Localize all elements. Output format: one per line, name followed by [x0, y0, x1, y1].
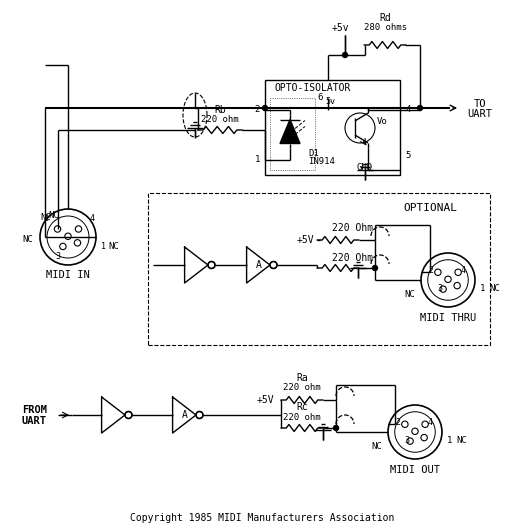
- Text: MIDI THRU: MIDI THRU: [420, 313, 476, 323]
- Text: Rd: Rd: [379, 13, 391, 23]
- Text: NC: NC: [108, 242, 119, 251]
- Text: UART: UART: [22, 416, 47, 426]
- Text: NC: NC: [372, 442, 383, 451]
- Text: 280 ohms: 280 ohms: [364, 24, 407, 33]
- Text: Vo: Vo: [377, 118, 387, 127]
- Text: UART: UART: [467, 109, 493, 119]
- Text: 1: 1: [255, 156, 260, 165]
- Text: GND: GND: [357, 163, 373, 172]
- Text: 4: 4: [461, 266, 466, 275]
- Text: 220 Ohm: 220 Ohm: [332, 223, 374, 233]
- Text: 1: 1: [447, 436, 452, 445]
- Text: NC: NC: [49, 212, 59, 221]
- Text: TO: TO: [474, 99, 486, 109]
- Text: 4: 4: [405, 106, 410, 115]
- Text: 6: 6: [318, 93, 323, 102]
- Text: D1: D1: [308, 148, 319, 157]
- Text: 5: 5: [405, 150, 410, 159]
- Bar: [265, 80, 400, 175]
- Text: 2: 2: [396, 418, 400, 427]
- Text: +5V: +5V: [256, 395, 274, 405]
- Text: NC: NC: [405, 290, 416, 299]
- Text: 3: 3: [405, 436, 409, 445]
- Text: A: A: [181, 410, 187, 420]
- Text: OPTIONAL: OPTIONAL: [403, 203, 457, 213]
- Circle shape: [208, 261, 215, 269]
- Text: 220 ohm: 220 ohm: [283, 383, 321, 392]
- Text: FROM: FROM: [22, 405, 47, 415]
- Text: OPTO-ISOLATOR: OPTO-ISOLATOR: [274, 83, 351, 93]
- Text: NC: NC: [41, 213, 51, 222]
- Text: 3: 3: [438, 284, 442, 293]
- Text: 220 ohm: 220 ohm: [283, 412, 321, 421]
- Circle shape: [263, 106, 267, 110]
- Text: IN914: IN914: [308, 157, 335, 166]
- Bar: [270, 98, 315, 170]
- Text: 1: 1: [101, 242, 106, 251]
- Text: Rc: Rc: [296, 402, 308, 412]
- Circle shape: [373, 266, 377, 270]
- Text: NC: NC: [22, 235, 33, 244]
- Circle shape: [125, 411, 132, 419]
- Text: +5v: +5v: [331, 23, 349, 33]
- Text: 4: 4: [89, 214, 94, 223]
- Text: 220 Ohm: 220 Ohm: [332, 253, 374, 263]
- Circle shape: [196, 411, 203, 419]
- Text: MIDI IN: MIDI IN: [46, 270, 90, 280]
- Text: 3: 3: [56, 252, 61, 261]
- Text: 5v: 5v: [325, 98, 335, 107]
- Text: 2: 2: [255, 106, 260, 115]
- Text: Rb: Rb: [214, 105, 226, 115]
- Circle shape: [270, 261, 277, 269]
- Circle shape: [418, 106, 422, 110]
- Text: 1: 1: [480, 284, 485, 293]
- Text: NC: NC: [489, 284, 500, 293]
- Circle shape: [333, 426, 339, 430]
- Text: Ra: Ra: [296, 373, 308, 383]
- Bar: [148, 193, 490, 345]
- Text: 2: 2: [43, 214, 49, 223]
- Circle shape: [343, 52, 347, 58]
- Text: MIDI OUT: MIDI OUT: [390, 465, 440, 475]
- Text: A: A: [255, 260, 261, 270]
- Text: NC: NC: [456, 436, 467, 445]
- Text: 220 ohm: 220 ohm: [201, 116, 239, 125]
- Text: 2: 2: [429, 266, 433, 275]
- Polygon shape: [280, 119, 300, 144]
- Text: +5V: +5V: [296, 235, 314, 245]
- Text: 4: 4: [428, 418, 433, 427]
- Text: Copyright 1985 MIDI Manufacturers Association: Copyright 1985 MIDI Manufacturers Associ…: [130, 513, 394, 523]
